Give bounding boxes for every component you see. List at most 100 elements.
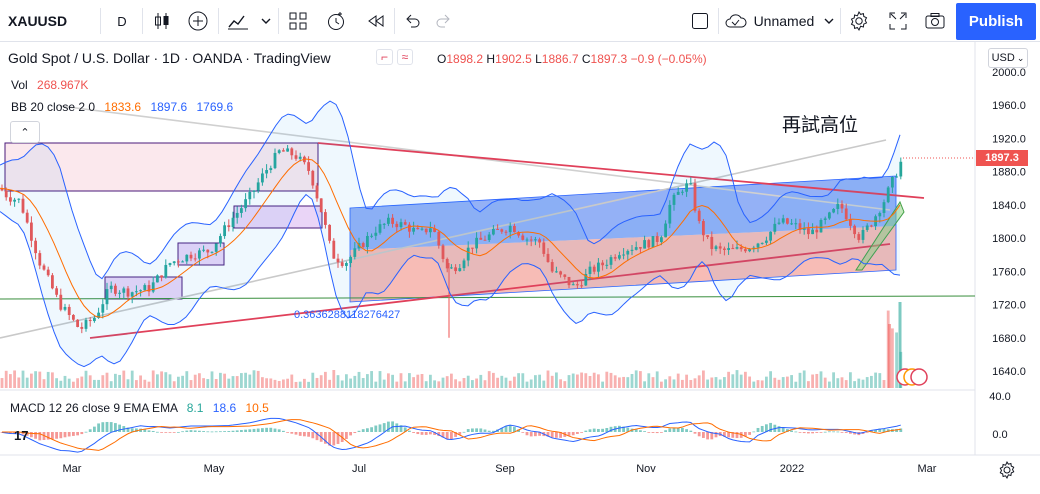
candle-body: [815, 229, 819, 233]
macd-hist-bar: [899, 428, 903, 432]
candle-body: [706, 235, 709, 237]
indicators-button[interactable]: [224, 0, 274, 42]
indicators-add-button[interactable]: [184, 0, 212, 42]
macd-hist-bar: [450, 432, 453, 440]
top-toolbar: XAUUSD D: [0, 0, 1040, 42]
macd-hist-bar: [185, 430, 189, 432]
settings-button[interactable]: [845, 0, 873, 42]
volume-bar: [874, 372, 877, 388]
layout-button[interactable]: [284, 0, 312, 42]
undo-button[interactable]: [398, 0, 426, 42]
chart-type-button[interactable]: [148, 0, 176, 42]
macd-hist-bar: [416, 432, 420, 435]
collapse-legend-button[interactable]: ⌃: [10, 121, 40, 143]
chart-area[interactable]: 2000.0 1960.0 1920.0 1880.0 1840.0 1800.0 1760…: [0, 42, 1040, 489]
candle-body: [693, 183, 697, 211]
macd-hist-bar: [580, 432, 583, 433]
candle-body: [328, 224, 331, 241]
volume-bar: [235, 376, 239, 388]
candle-body: [651, 236, 655, 248]
volume-bar: [504, 377, 508, 388]
alert-button[interactable]: [322, 0, 350, 42]
macd-hist-bar: [311, 432, 315, 439]
macd-hist-bar: [101, 422, 105, 432]
candle-body: [462, 260, 466, 269]
bollinger-legend[interactable]: BB 20 close 2 0 1833.6 1897.6 1769.6: [11, 100, 233, 114]
macd-hist-bar: [387, 421, 390, 432]
macd-hist-bar: [206, 431, 210, 433]
volume-bar: [265, 378, 268, 388]
candle-body: [311, 170, 315, 186]
publish-button[interactable]: Publish: [956, 3, 1036, 40]
macd-hist-bar: [828, 431, 831, 433]
toolbar-divider: [218, 8, 219, 34]
candle-body: [605, 264, 609, 266]
undo-icon: [406, 14, 420, 28]
volume-bar: [424, 381, 428, 388]
volume-bar: [147, 381, 151, 388]
candle-body: [592, 266, 596, 272]
macd-hist-bar: [252, 428, 256, 432]
macd-hist-bar: [46, 432, 50, 440]
flag-icon[interactable]: ⌐: [376, 49, 394, 65]
candle-body: [613, 257, 617, 259]
volume-bar: [25, 377, 29, 388]
macd-hist-bar: [240, 430, 243, 432]
fullscreen-button[interactable]: [884, 0, 912, 42]
candle-body: [760, 242, 764, 244]
volume-bar: [794, 381, 798, 388]
volume-bar: [109, 381, 113, 388]
indicator-toggle-buttons[interactable]: ⌐ ≈: [376, 49, 414, 65]
candle-body: [870, 225, 873, 227]
interval-button[interactable]: D: [108, 0, 136, 42]
volume-legend[interactable]: Vol 268.967K: [11, 78, 88, 92]
macd-hist-bar: [588, 429, 592, 432]
candle-body: [420, 228, 424, 230]
replay-button[interactable]: [362, 0, 390, 42]
macd-legend[interactable]: MACD 12 26 close 9 EMA EMA 8.1 18.6 10.5: [10, 401, 269, 415]
candle-body: [80, 326, 84, 329]
last-price-tag: 1897.3: [976, 150, 1028, 166]
fullscreen-checkbox-button[interactable]: [686, 0, 714, 42]
redo-button[interactable]: [430, 0, 458, 42]
macd-hist-bar: [576, 432, 579, 434]
macd-hist-bar: [823, 431, 827, 433]
candle-body: [529, 239, 533, 241]
macd-hist-bar: [689, 430, 693, 432]
indicators-icon: [228, 15, 271, 30]
snapshot-button[interactable]: [920, 0, 950, 42]
candle-body: [450, 267, 453, 269]
candle-body: [891, 176, 894, 188]
candle-body: [886, 187, 890, 203]
candle-body: [521, 235, 525, 240]
volume-bar: [130, 370, 134, 388]
macd-hist-bar: [882, 428, 886, 432]
volume-bar: [458, 381, 462, 388]
axis-settings-button[interactable]: [997, 460, 1017, 485]
bollinger-fill: [0, 101, 900, 367]
macd-hist-bar: [181, 431, 184, 433]
volume-bar: [752, 381, 756, 388]
symbol-search-button[interactable]: XAUUSD: [8, 0, 70, 42]
wave-icon[interactable]: ≈: [396, 49, 414, 65]
volume-bar: [676, 373, 680, 388]
currency-selector[interactable]: USD ⌄: [988, 48, 1028, 68]
volume-bar: [592, 372, 596, 388]
candle-body: [849, 219, 852, 226]
candle-body: [597, 262, 600, 272]
price-tick-label: 1760.0: [992, 266, 1026, 278]
candle-body: [655, 236, 659, 242]
macd-hist-bar: [265, 427, 268, 432]
volume-bar: [613, 375, 617, 388]
macd-hist-bar: [30, 432, 33, 438]
candle-body: [403, 222, 407, 225]
resistance-trend-line: [317, 142, 925, 199]
candle-body: [756, 243, 760, 248]
volume-bar: [492, 372, 495, 388]
candle-body: [189, 254, 193, 259]
chart-canvas[interactable]: 2000.0 1960.0 1920.0 1880.0 1840.0 1800.0 1760…: [0, 42, 1040, 489]
candle-body: [647, 240, 651, 248]
layout-name-button[interactable]: Unnamed: [724, 0, 836, 42]
candle-body: [198, 250, 201, 259]
volume-bar: [328, 379, 331, 388]
